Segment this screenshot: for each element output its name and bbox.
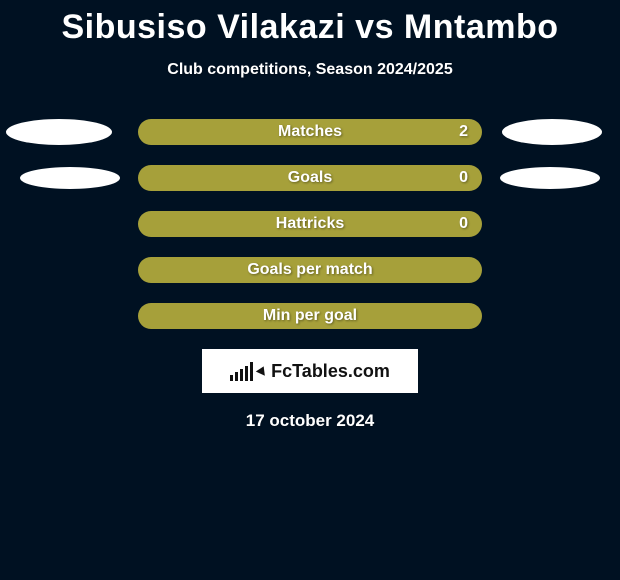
- stat-label: Min per goal: [263, 307, 357, 325]
- logo-bar-segment: [240, 369, 243, 381]
- player-left-marker: [20, 167, 120, 189]
- stat-row: Matches 2: [0, 119, 620, 145]
- logo-bar-segment: [245, 366, 248, 381]
- logo-bar-segment: [235, 372, 238, 381]
- date-label: 17 october 2024: [0, 411, 620, 431]
- stat-value: 2: [459, 123, 468, 141]
- stat-label: Goals: [288, 169, 332, 187]
- stat-row: Goals per match: [0, 257, 620, 283]
- logo-bars-icon: [230, 361, 253, 381]
- player-left-marker: [6, 119, 112, 145]
- stat-value: 0: [459, 169, 468, 187]
- stat-row: Goals 0: [0, 165, 620, 191]
- logo-bar-segment: [230, 375, 233, 381]
- logo-bar-segment: [250, 362, 253, 381]
- stat-bar: Hattricks 0: [138, 211, 482, 237]
- stats-container: Matches 2 Goals 0 Hattricks 0 Goals per match M…: [0, 119, 620, 329]
- stat-label: Matches: [278, 123, 342, 141]
- logo-arrow-icon: [256, 364, 268, 375]
- player-right-marker: [500, 167, 600, 189]
- page-title: Sibusiso Vilakazi vs Mntambo: [0, 0, 620, 47]
- logo-box: FcTables.com: [202, 349, 418, 393]
- stat-value: 0: [459, 215, 468, 233]
- logo-text: FcTables.com: [271, 361, 390, 382]
- stat-bar: Min per goal: [138, 303, 482, 329]
- stat-bar: Goals 0: [138, 165, 482, 191]
- player-right-marker: [502, 119, 602, 145]
- stat-bar: Goals per match: [138, 257, 482, 283]
- subtitle: Club competitions, Season 2024/2025: [0, 61, 620, 79]
- stat-bar: Matches 2: [138, 119, 482, 145]
- logo: FcTables.com: [230, 361, 390, 382]
- stat-row: Hattricks 0: [0, 211, 620, 237]
- stat-label: Goals per match: [247, 261, 372, 279]
- stat-row: Min per goal: [0, 303, 620, 329]
- stat-label: Hattricks: [276, 215, 344, 233]
